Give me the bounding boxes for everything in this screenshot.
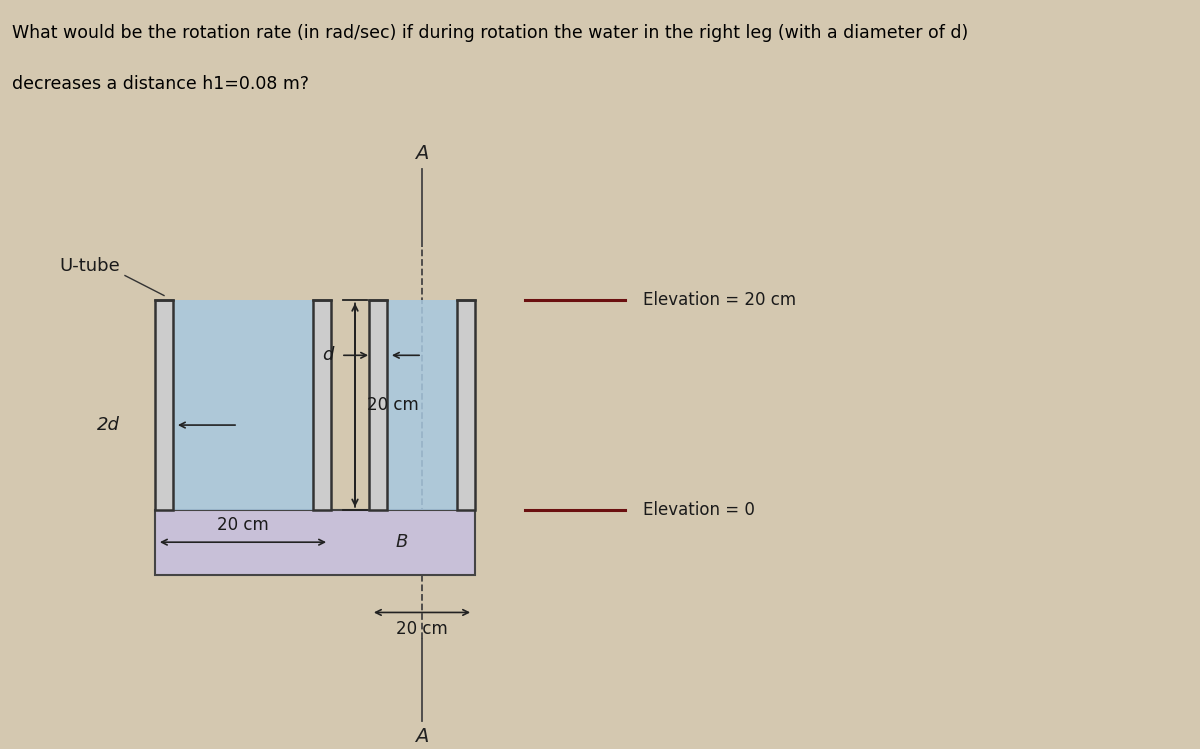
Text: Elevation = 20 cm: Elevation = 20 cm xyxy=(643,291,796,309)
Bar xyxy=(370,300,386,510)
Bar xyxy=(313,300,331,510)
Text: 20 cm: 20 cm xyxy=(217,516,269,534)
Bar xyxy=(155,510,475,574)
Bar xyxy=(386,300,457,510)
Text: Elevation = 0: Elevation = 0 xyxy=(643,501,755,519)
Text: A: A xyxy=(415,144,428,163)
Bar xyxy=(457,300,475,510)
Text: 20 cm: 20 cm xyxy=(367,396,419,414)
Bar xyxy=(155,300,173,510)
Bar xyxy=(173,300,313,510)
Text: B: B xyxy=(396,533,408,551)
Text: d: d xyxy=(323,346,334,364)
Text: U-tube: U-tube xyxy=(59,257,120,275)
Text: A: A xyxy=(415,727,428,746)
Text: decreases a distance h1=0.08 m?: decreases a distance h1=0.08 m? xyxy=(12,75,310,93)
Text: 2d: 2d xyxy=(97,416,120,434)
Text: What would be the rotation rate (in rad/sec) if during rotation the water in the: What would be the rotation rate (in rad/… xyxy=(12,23,968,41)
Text: 20 cm: 20 cm xyxy=(396,620,448,638)
